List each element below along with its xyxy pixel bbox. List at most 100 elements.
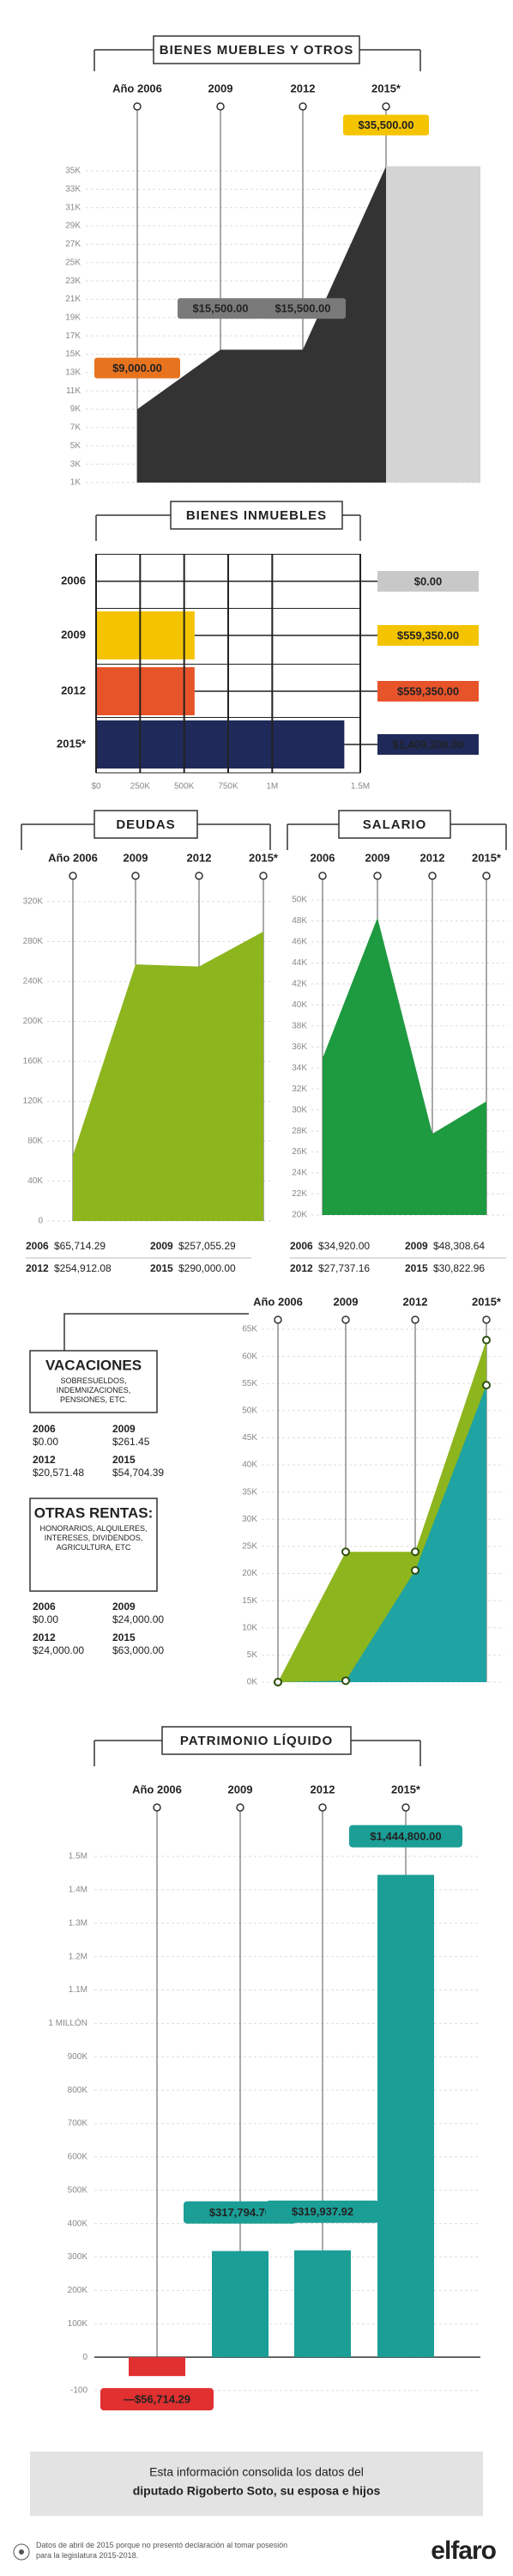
point — [411, 1565, 419, 1575]
y-tick-label: 11K — [66, 386, 81, 396]
x-tick-label: 2012 — [403, 1295, 428, 1308]
y-tick-label: 25K — [242, 1542, 257, 1552]
x-tick-label: 1M — [266, 782, 278, 792]
y-tick-label: 120K — [23, 1097, 44, 1106]
y-tick-label: 1.3M — [69, 1918, 88, 1928]
category-marker — [428, 872, 437, 880]
y-tick-label: 0 — [38, 1217, 43, 1226]
y-tick-label: 100K — [68, 2319, 88, 2329]
table-value: $0.00 — [33, 1436, 58, 1448]
bar — [96, 667, 195, 715]
table-year: 2015 — [112, 1631, 136, 1643]
footnote-icon — [13, 2543, 30, 2561]
category-marker — [69, 872, 77, 880]
y-tick-label: 1.1M — [69, 1985, 88, 1995]
area — [137, 166, 386, 483]
table-year: 2009 — [405, 1240, 428, 1252]
y-tick-label: 33K — [65, 185, 81, 194]
title-box — [153, 35, 360, 64]
value-label: $1,444,800.00 — [370, 1830, 441, 1843]
footnote: Datos de abril de 2015 porque no present… — [36, 2541, 288, 2560]
y-tick-label: 44K — [292, 958, 307, 968]
y-tick-label: 3K — [70, 459, 81, 469]
y-tick-label: 42K — [292, 980, 307, 989]
bar — [377, 1874, 434, 2358]
table-year: 2009 — [150, 1240, 173, 1252]
x-tick-label: 2009 — [208, 82, 233, 94]
category-marker — [153, 1803, 161, 1812]
x-tick-label: 2009 — [124, 851, 148, 864]
value-label: $559,350.00 — [397, 684, 459, 697]
x-tick-label: 2015* — [249, 851, 279, 864]
point — [341, 1676, 350, 1686]
y-tick-label: 35K — [242, 1487, 257, 1497]
x-tick-label: Año 2006 — [253, 1295, 303, 1308]
table-value: $48,308.64 — [433, 1240, 485, 1252]
table-value: $27,737.16 — [318, 1262, 370, 1274]
y-tick-label: 50K — [292, 896, 307, 905]
category-marker — [318, 872, 327, 880]
table-year: 2009 — [112, 1423, 136, 1435]
table-value: $257,055.29 — [178, 1240, 236, 1252]
y-tick-label: 31K — [65, 203, 81, 212]
category-marker — [259, 872, 268, 880]
category-marker — [133, 102, 142, 111]
x-tick-label: 1.5M — [351, 782, 370, 792]
y-tick-label: 40K — [27, 1176, 43, 1186]
area — [278, 1385, 486, 1682]
value-label-box — [377, 734, 479, 755]
chart-title: BIENES INMUEBLES — [186, 508, 327, 523]
bar — [129, 2357, 185, 2377]
x-tick-label: 500K — [174, 782, 195, 792]
value-label: $319,937.92 — [292, 2205, 353, 2218]
category-marker — [236, 1803, 244, 1812]
table-value: $24,000.00 — [33, 1644, 84, 1656]
y-tick-label: 34K — [292, 1063, 307, 1072]
value-label-box — [377, 681, 479, 702]
y-tick-label: 500K — [68, 2185, 88, 2195]
value-label: $9,000.00 — [112, 361, 162, 374]
y-tick-label: 1.5M — [69, 1852, 88, 1862]
footer-text: Esta información consolida los datos del — [149, 2465, 364, 2479]
y-tick-label: 300K — [68, 2252, 88, 2262]
y-tick-label: 38K — [292, 1021, 307, 1030]
x-tick-label: 2009 — [228, 1783, 253, 1795]
y-tick-label: 2015* — [57, 737, 87, 750]
y-tick-label: 1.4M — [69, 1886, 88, 1895]
legend-name: VACACIONES — [45, 1357, 142, 1373]
y-tick-label: 40K — [242, 1461, 257, 1470]
y-tick-label: 28K — [292, 1127, 307, 1136]
value-label-box — [178, 298, 263, 319]
x-tick-label: Año 2006 — [112, 82, 162, 94]
y-tick-label: 32K — [292, 1084, 307, 1094]
y-tick-label: 700K — [68, 2119, 88, 2129]
point — [411, 1547, 419, 1557]
value-label: $15,500.00 — [192, 302, 248, 315]
category-marker — [482, 872, 491, 880]
area — [73, 931, 263, 1221]
table-year: 2009 — [112, 1601, 136, 1613]
y-tick-label: 17K — [65, 331, 81, 341]
category-marker — [216, 102, 225, 111]
title-box — [94, 810, 198, 839]
point — [482, 1381, 491, 1390]
y-tick-label: 35K — [65, 167, 81, 176]
x-tick-label: 2006 — [311, 851, 335, 864]
table-value: $30,822.96 — [433, 1262, 485, 1274]
value-label-box — [343, 114, 429, 136]
y-tick-label: 200K — [68, 2286, 88, 2295]
value-label-box — [260, 298, 346, 319]
y-tick-label: 65K — [242, 1325, 257, 1334]
x-tick-label: Año 2006 — [48, 851, 98, 864]
bracket — [63, 1313, 249, 1351]
y-tick-label: -100 — [70, 2386, 88, 2396]
y-tick-label: 21K — [65, 295, 81, 304]
x-tick-label: 2012 — [420, 851, 445, 864]
category-marker — [411, 1315, 419, 1324]
table-value: $63,000.00 — [112, 1644, 164, 1656]
bar — [96, 720, 345, 769]
table-value: $24,000.00 — [112, 1613, 164, 1625]
category-marker — [318, 1803, 327, 1812]
x-tick-label: 2015* — [371, 82, 401, 94]
